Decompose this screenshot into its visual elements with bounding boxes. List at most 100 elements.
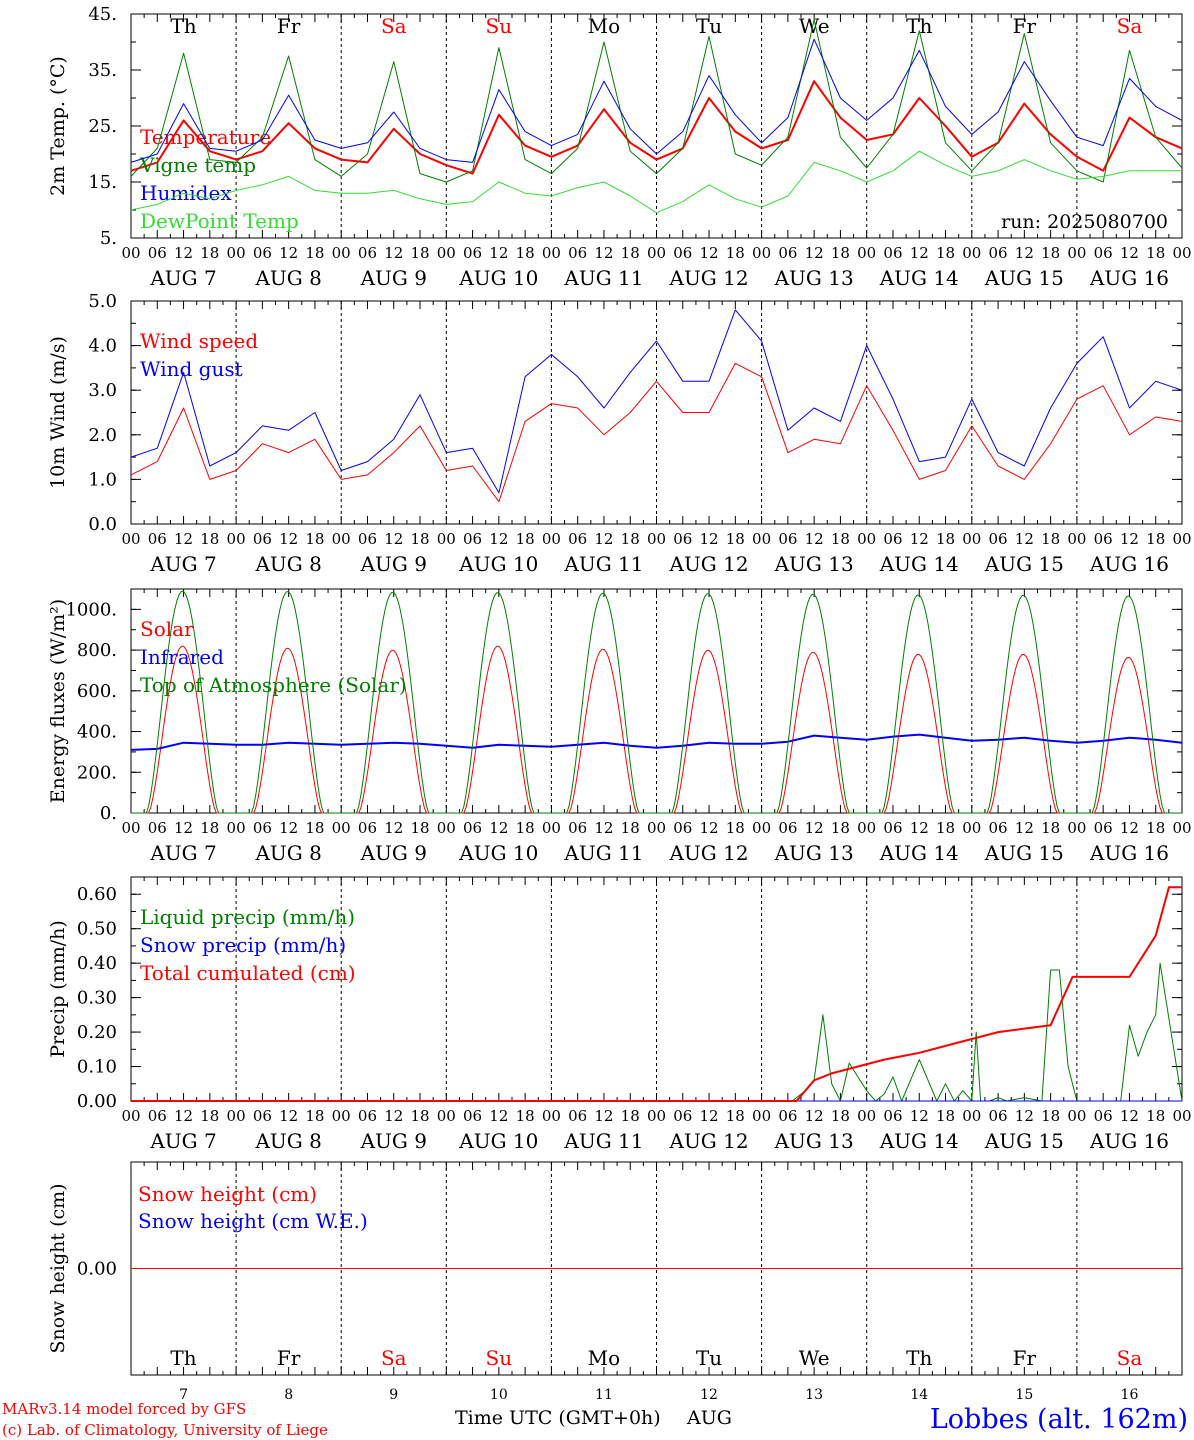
hour-tick-label: 12 <box>174 1107 193 1125</box>
date-label: AUG 10 <box>458 552 538 576</box>
date-label: AUG 7 <box>149 841 216 865</box>
hour-tick-label: 00 <box>437 244 456 262</box>
plot-frame <box>130 588 1183 814</box>
hour-tick-label: 18 <box>1146 1107 1165 1125</box>
date-label: AUG 15 <box>984 841 1064 865</box>
hour-tick-label: 00 <box>647 1107 666 1125</box>
y-tick-label: 0.40 <box>77 953 117 974</box>
day-name-label: Fr <box>1013 1346 1037 1370</box>
hour-tick-label: 12 <box>594 819 613 837</box>
hour-tick-label: 12 <box>384 244 403 262</box>
hour-tick-label: 18 <box>410 1107 429 1125</box>
day-name-label: Sa <box>381 14 407 38</box>
hour-tick-label: 18 <box>305 1107 324 1125</box>
legend-entry: Liquid precip (mm/h) <box>140 905 355 929</box>
day-number-label: 11 <box>595 1387 613 1403</box>
day-name-label: Mo <box>588 1346 621 1370</box>
hour-tick-label: 00 <box>857 819 876 837</box>
day-number-label: 9 <box>389 1387 398 1403</box>
date-label: AUG 15 <box>984 1129 1064 1153</box>
hour-tick-label: 18 <box>200 819 219 837</box>
hour-tick-label: 18 <box>1146 530 1165 548</box>
date-label: AUG 11 <box>563 1129 643 1153</box>
run-annotation: run: 2025080700 <box>1001 211 1168 233</box>
hour-tick-label: 06 <box>568 1107 587 1125</box>
legend-entry: Snow height (cm) <box>138 1182 317 1206</box>
date-label: AUG 16 <box>1089 1129 1169 1153</box>
hour-tick-label: 00 <box>332 819 351 837</box>
hour-tick-label: 18 <box>516 1107 535 1125</box>
date-label: AUG 15 <box>984 552 1064 576</box>
y-tick-label: 35. <box>88 60 117 81</box>
hour-tick-label: 00 <box>962 244 981 262</box>
day-number-label: 8 <box>284 1387 293 1403</box>
day-name-label: Fr <box>277 14 301 38</box>
hour-tick-label: 00 <box>857 530 876 548</box>
y-tick-label: 5.0 <box>88 291 117 312</box>
panel-5: 0.00 Snow height (cm) Th 7 Fr 8 Sa 9 Su 10 Mo 11 Tu 1… <box>47 1161 1183 1403</box>
hour-tick-label: 18 <box>621 244 640 262</box>
hour-tick-label: 12 <box>384 530 403 548</box>
date-label: AUG 14 <box>879 552 959 576</box>
hour-tick-label: 12 <box>910 244 929 262</box>
hour-tick-label: 12 <box>910 530 929 548</box>
hour-tick-label: 12 <box>1120 530 1139 548</box>
hour-tick-label: 18 <box>200 1107 219 1125</box>
hour-tick-label: 00 <box>1172 819 1191 837</box>
hour-tick-label: 00 <box>437 530 456 548</box>
plot-frame <box>130 300 1183 525</box>
y-tick-label: 800. <box>77 640 117 661</box>
hour-tick-label: 06 <box>1094 819 1113 837</box>
y-axis-label: 10m Wind (m/s) <box>47 336 69 489</box>
legend-entry: Temperature <box>140 125 271 149</box>
hour-tick-label: 12 <box>700 1107 719 1125</box>
date-label: AUG 9 <box>360 841 427 865</box>
hour-tick-label: 00 <box>332 530 351 548</box>
hour-tick-label: 18 <box>831 244 850 262</box>
day-number-label: 15 <box>1015 1387 1033 1403</box>
day-name-label: Tu <box>696 14 722 38</box>
hour-tick-label: 18 <box>410 244 429 262</box>
legend-entry: Total cumulated (cm) <box>140 961 356 985</box>
day-number-label: 16 <box>1121 1387 1139 1403</box>
hour-tick-label: 00 <box>227 530 246 548</box>
hour-tick-label: 06 <box>673 819 692 837</box>
hour-tick-label: 06 <box>1094 1107 1113 1125</box>
hour-tick-label: 18 <box>1041 1107 1060 1125</box>
series-line-humidex <box>130 38 1183 163</box>
legend-entry: DewPoint Temp <box>140 209 299 233</box>
hour-tick-label: 18 <box>200 244 219 262</box>
y-axis-label: Energy fluxes (W/m²) <box>47 599 69 803</box>
hour-tick-label: 12 <box>384 1107 403 1125</box>
y-tick-label: 4.0 <box>88 336 117 357</box>
hour-tick-label: 06 <box>358 530 377 548</box>
hour-tick-label: 00 <box>332 244 351 262</box>
y-axis-label: Snow height (cm) <box>47 1183 69 1353</box>
series-line-temperature <box>130 80 1183 175</box>
day-name-label: We <box>799 1346 830 1370</box>
date-label: AUG 8 <box>254 1129 321 1153</box>
hour-tick-label: 12 <box>805 819 824 837</box>
plot-frame <box>130 13 1183 239</box>
date-label: AUG 11 <box>563 266 643 290</box>
date-label: AUG 8 <box>254 266 321 290</box>
hour-tick-label: 18 <box>936 819 955 837</box>
date-label: AUG 12 <box>669 1129 749 1153</box>
y-tick-label: 1000. <box>65 599 117 620</box>
date-label: AUG 9 <box>360 1129 427 1153</box>
hour-tick-label: 00 <box>227 819 246 837</box>
hour-tick-label: 06 <box>463 819 482 837</box>
hour-tick-label: 18 <box>936 530 955 548</box>
hour-tick-label: 00 <box>1067 1107 1086 1125</box>
hour-tick-label: 18 <box>726 244 745 262</box>
hour-tick-label: 00 <box>542 819 561 837</box>
hour-tick-label: 00 <box>752 530 771 548</box>
hour-tick-label: 06 <box>253 1107 272 1125</box>
hour-tick-label: 06 <box>253 819 272 837</box>
series-line-infrared <box>130 733 1183 751</box>
day-name-label: Fr <box>1013 14 1037 38</box>
series-line-total-cumulated-cm <box>131 886 1182 1102</box>
date-label: AUG 10 <box>458 1129 538 1153</box>
hour-tick-label: 06 <box>358 244 377 262</box>
hour-tick-label: 06 <box>148 244 167 262</box>
